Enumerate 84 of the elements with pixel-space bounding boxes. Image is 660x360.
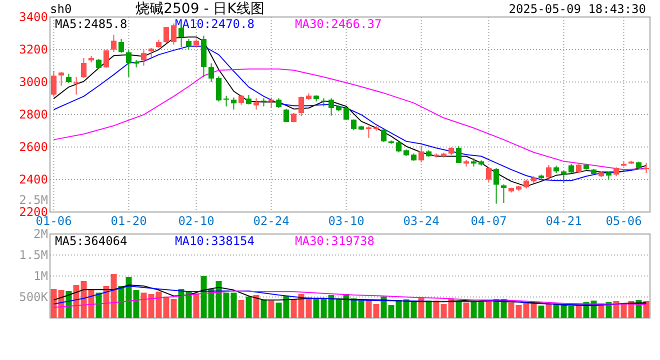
candlestick xyxy=(216,76,222,102)
series-label: MA5:2485.8 xyxy=(55,17,128,31)
bar xyxy=(253,295,260,318)
bar xyxy=(463,302,470,318)
y-tick-label: 3200 xyxy=(19,42,48,56)
candlestick xyxy=(230,96,237,110)
bar xyxy=(486,302,492,318)
bar xyxy=(426,300,432,318)
candlestick xyxy=(380,128,387,143)
candlestick xyxy=(418,145,424,163)
candlestick xyxy=(328,98,334,116)
candlestick xyxy=(486,166,492,182)
y-tick-label: 3000 xyxy=(19,75,48,89)
candlestick xyxy=(343,106,350,120)
candlestick xyxy=(276,98,282,108)
bar xyxy=(456,300,462,318)
candlestick xyxy=(50,70,57,98)
x-tick-label: 04-21 xyxy=(546,214,582,228)
candlestick xyxy=(140,50,147,66)
candlestick xyxy=(560,170,567,184)
candlestick xyxy=(366,126,372,138)
x-tick-label: 02-10 xyxy=(178,214,214,228)
series-label: MA10:2470.8 xyxy=(175,17,254,31)
candlestick xyxy=(298,96,304,117)
candlestick xyxy=(456,146,462,164)
y-tick-label: 2400 xyxy=(19,172,48,186)
candlestick xyxy=(246,94,252,105)
candlestick xyxy=(396,141,402,153)
candlestick xyxy=(643,162,650,174)
candlestick xyxy=(66,73,72,84)
candlestick xyxy=(253,98,260,110)
y-tick-label: 2800 xyxy=(19,108,48,122)
candlestick xyxy=(110,34,117,52)
y-tick-label: 1M xyxy=(34,269,48,283)
y-tick-label: 1.5M xyxy=(19,248,48,262)
text: MA30:2466.37 xyxy=(295,17,382,31)
x-tick-label: 05-06 xyxy=(606,214,642,228)
bar xyxy=(260,299,267,318)
candlestick xyxy=(103,49,110,68)
candlestick xyxy=(238,94,244,106)
text: 2025-05-09 18:43:30 xyxy=(508,2,646,16)
candlestick xyxy=(163,26,170,44)
candlestick xyxy=(58,71,64,86)
bar xyxy=(643,300,650,318)
x-tick-label: 03-10 xyxy=(328,214,364,228)
bar xyxy=(193,293,200,318)
candlestick xyxy=(126,50,132,78)
x-tick-label: 02-24 xyxy=(253,214,290,228)
line-series xyxy=(53,290,647,308)
bar xyxy=(268,300,274,318)
text: MA5:364064 xyxy=(55,234,128,248)
candlestick xyxy=(500,184,507,204)
x-tick-label: 04-07 xyxy=(470,214,507,228)
text: MA10:338154 xyxy=(175,234,254,248)
bar xyxy=(238,300,244,318)
candlestick xyxy=(283,108,290,122)
x-tick-label: 03-24 xyxy=(403,214,440,228)
text: MA30:319738 xyxy=(295,234,374,248)
candlestick xyxy=(170,23,177,46)
y-tick-label: 2600 xyxy=(19,140,48,154)
bar xyxy=(538,306,544,318)
candlestick xyxy=(493,168,500,204)
bar xyxy=(546,303,552,318)
bar xyxy=(606,302,612,318)
candlestick xyxy=(118,38,124,54)
candlestick xyxy=(546,164,552,180)
chart-title: 烧碱2509 - 日K线图 xyxy=(136,1,264,17)
candlestick xyxy=(208,62,214,82)
bar xyxy=(246,296,252,318)
candlestick xyxy=(186,38,192,50)
text: sh0 xyxy=(50,2,72,16)
y-tick-label: 2M xyxy=(34,227,48,241)
bar xyxy=(418,297,424,318)
candlestick xyxy=(290,112,297,123)
candlestick xyxy=(80,57,87,78)
bar xyxy=(576,305,582,318)
y-tick-label: 500K xyxy=(19,290,49,304)
text: 2.5M xyxy=(19,193,48,207)
y-tick-label: 3400 xyxy=(19,10,48,24)
bar xyxy=(96,292,102,318)
x-tick-label: 01-20 xyxy=(110,214,147,228)
candlestick xyxy=(148,47,154,58)
candlestick xyxy=(268,96,274,108)
candlestick xyxy=(96,58,102,70)
